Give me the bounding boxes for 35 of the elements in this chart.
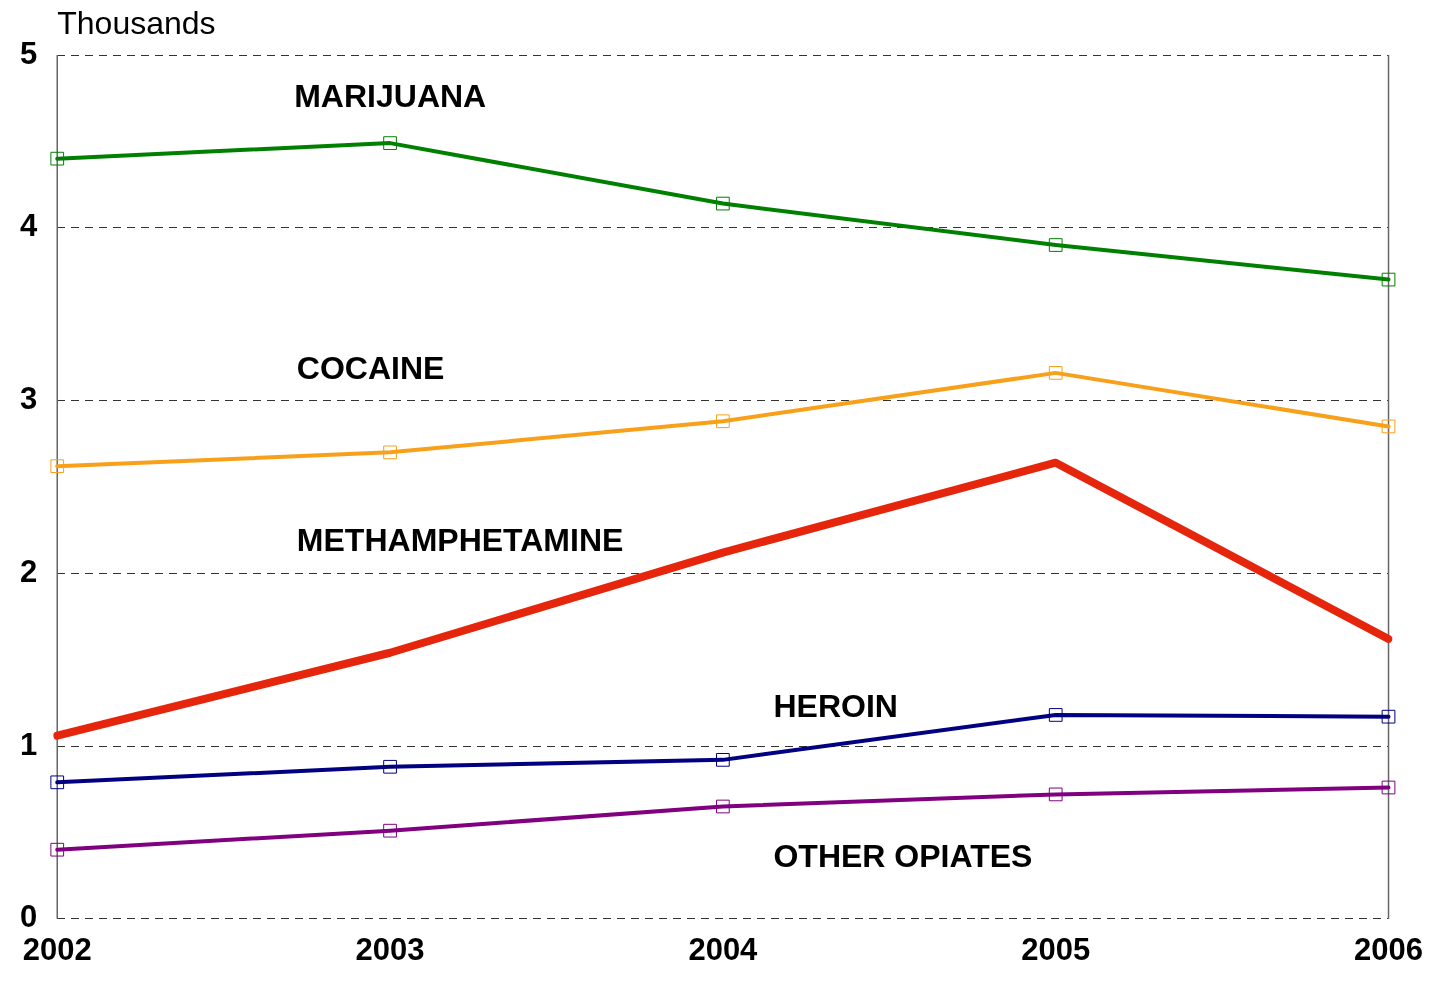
point [50,842,65,857]
y-axis-title: Thousands [57,4,216,41]
point [50,459,65,474]
series-label: COCAINE [296,350,445,387]
x-tick-label: 2006 [1354,931,1423,967]
point [1381,272,1396,287]
point [716,799,730,814]
point [50,151,65,166]
series-label: MARIJUANA [294,78,487,115]
series-label: METHAMPHETAMINE [296,522,624,559]
x-tick-label: 2005 [1021,931,1091,967]
point [716,414,730,429]
point [1048,708,1063,722]
y-tick-label: 5 [19,35,38,71]
point [1048,787,1063,802]
x-tick-label: 2004 [688,931,759,967]
y-tick-label: 3 [19,381,38,417]
point [383,823,397,838]
point [383,759,397,774]
point [1381,709,1396,724]
x-tick-label: 2003 [355,931,425,967]
series-label: OTHER OPIATES [773,838,1033,875]
y-tick-label: 1 [19,726,38,762]
y-tick-label: 4 [19,208,38,244]
point [1048,238,1063,252]
series-label: HEROIN [773,687,898,724]
point [1381,419,1396,434]
point [383,445,397,460]
point [1381,780,1396,795]
point [50,775,65,790]
y-tick-label: 2 [19,553,38,589]
point [383,136,397,150]
point [716,196,730,211]
point [1048,366,1063,380]
point [716,753,730,767]
